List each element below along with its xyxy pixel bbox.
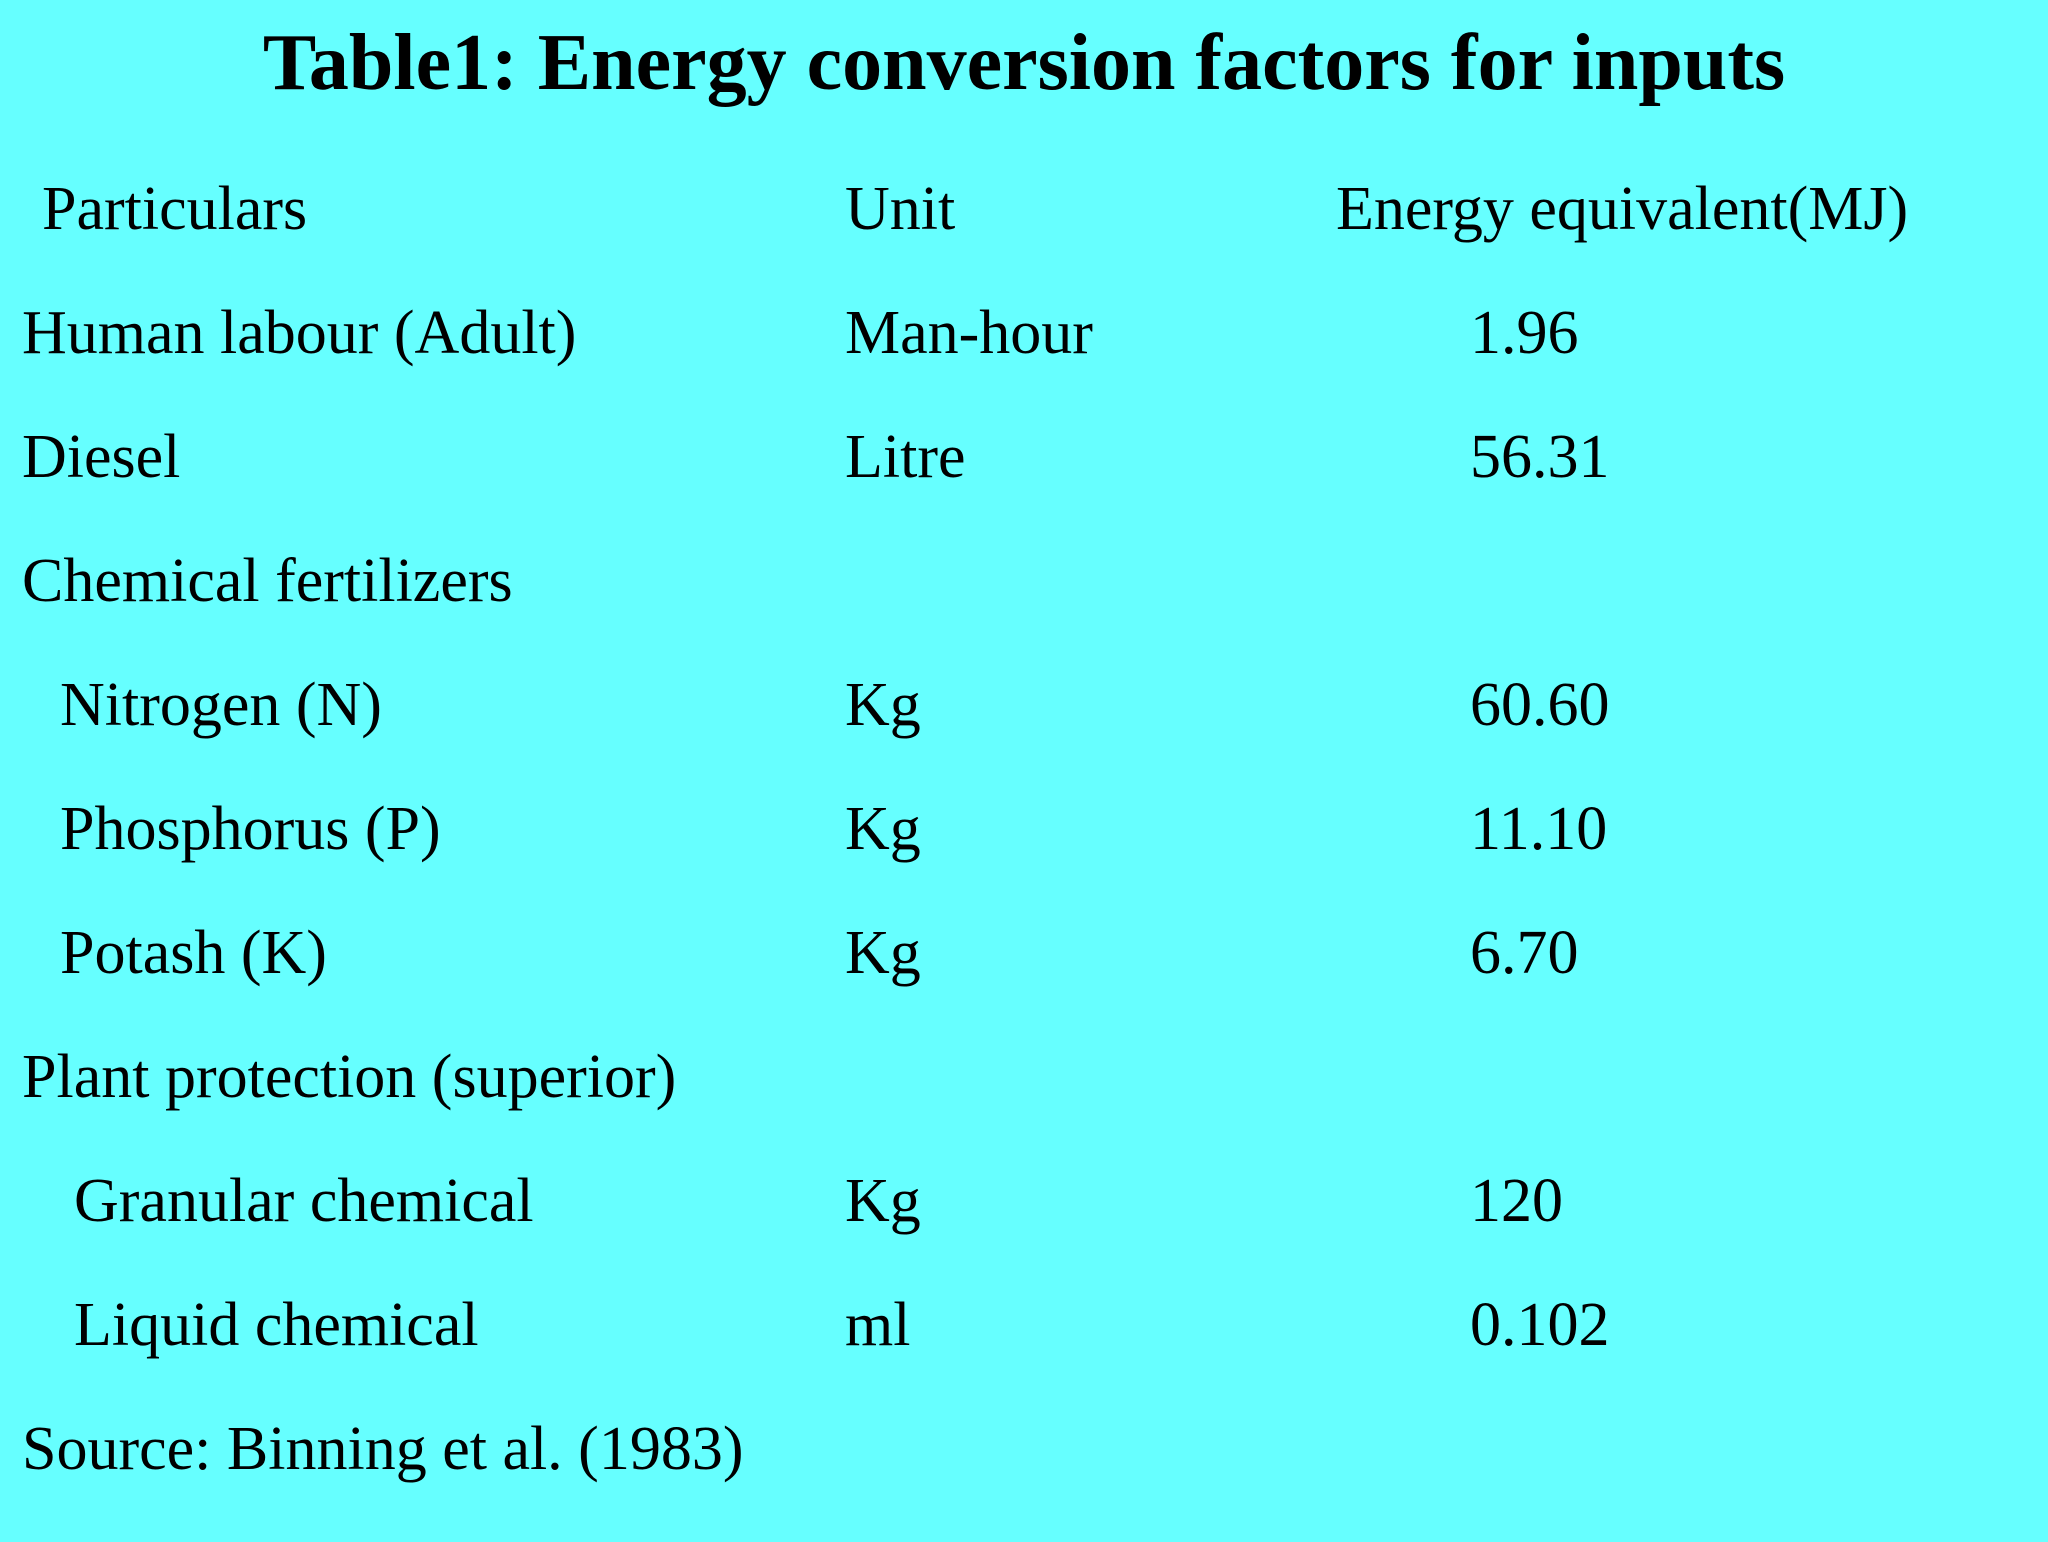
table-header-row: Particulars Unit Energy equivalent(MJ) xyxy=(0,178,2048,302)
table-row-diesel: Diesel Litre 56.31 xyxy=(0,426,2048,550)
table-row-liquid-chemical: Liquid chemical ml 0.102 xyxy=(0,1294,2048,1418)
cell-particulars: Potash (K) xyxy=(60,919,327,987)
column-header-unit: Unit xyxy=(845,175,956,243)
cell-energy: 0.102 xyxy=(1470,1291,1610,1359)
cell-particulars: Plant protection (superior) xyxy=(22,1043,677,1111)
table-title: Table1: Energy conversion factors for in… xyxy=(262,19,1786,107)
table-source-row: Source: Binning et al. (1983) xyxy=(0,1418,2048,1542)
cell-particulars: Human labour (Adult) xyxy=(22,299,577,367)
table-row-granular-chemical: Granular chemical Kg 120 xyxy=(0,1170,2048,1294)
table-row-nitrogen: Nitrogen (N) Kg 60.60 xyxy=(0,674,2048,798)
cell-particulars: Diesel xyxy=(22,423,181,491)
column-header-energy-equivalent: Energy equivalent(MJ) xyxy=(1336,175,1909,243)
cell-unit: Kg xyxy=(845,919,921,987)
table-row-human-labour: Human labour (Adult) Man-hour 1.96 xyxy=(0,302,2048,426)
source-note: Source: Binning et al. (1983) xyxy=(22,1415,744,1483)
cell-energy: 56.31 xyxy=(1470,423,1610,491)
cell-energy: 11.10 xyxy=(1470,795,1608,863)
column-header-particulars: Particulars xyxy=(42,175,308,243)
cell-energy: 1.96 xyxy=(1470,299,1579,367)
cell-particulars: Nitrogen (N) xyxy=(60,671,382,739)
table-row-chemical-fertilizers-group: Chemical fertilizers xyxy=(0,550,2048,674)
cell-particulars: Chemical fertilizers xyxy=(22,547,513,615)
cell-energy: 120 xyxy=(1470,1167,1563,1235)
cell-particulars: Granular chemical xyxy=(74,1167,534,1235)
cell-unit: Man-hour xyxy=(845,299,1093,367)
cell-particulars: Phosphorus (P) xyxy=(60,795,441,863)
cell-unit: ml xyxy=(845,1291,911,1359)
cell-energy: 60.60 xyxy=(1470,671,1610,739)
cell-energy: 6.70 xyxy=(1470,919,1579,987)
cell-unit: Litre xyxy=(845,423,966,491)
cell-unit: Kg xyxy=(845,1167,921,1235)
table-row-plant-protection-group: Plant protection (superior) xyxy=(0,1046,2048,1170)
table-row-potash: Potash (K) Kg 6.70 xyxy=(0,922,2048,1046)
energy-conversion-table: Particulars Unit Energy equivalent(MJ) H… xyxy=(0,178,2048,1542)
table-row-phosphorus: Phosphorus (P) Kg 11.10 xyxy=(0,798,2048,922)
cell-particulars: Liquid chemical xyxy=(74,1291,479,1359)
cell-unit: Kg xyxy=(845,671,921,739)
cell-unit: Kg xyxy=(845,795,921,863)
